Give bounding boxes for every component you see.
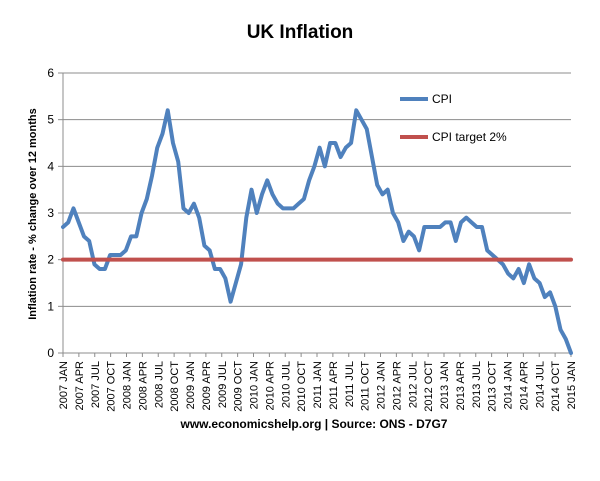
- x-tick-label: 2010 JAN: [249, 361, 261, 409]
- x-tick-label: 2015 JAN: [566, 361, 578, 409]
- y-tick-label: 1: [47, 299, 54, 313]
- x-tick-label: 2010 JUL: [280, 361, 292, 408]
- y-tick-label: 2: [47, 253, 54, 267]
- x-tick-label: 2012 APR: [391, 361, 403, 411]
- x-tick-label: 2014 OCT: [550, 361, 562, 412]
- x-tick-label: 2008 JUL: [153, 361, 165, 408]
- y-tick-label: 4: [47, 159, 54, 173]
- x-tick-label: 2009 OCT: [233, 361, 245, 412]
- x-tick-label: 2013 JUL: [471, 361, 483, 408]
- x-tick-label: 2008 APR: [137, 361, 149, 411]
- legend-target-label: CPI target 2%: [432, 130, 507, 144]
- cpi-series-line: [61, 108, 573, 355]
- x-tick-label: 2013 JAN: [439, 361, 451, 409]
- y-tick-label: 0: [47, 346, 54, 360]
- y-tick-label: 5: [47, 113, 54, 127]
- x-tick-label: 2008 JAN: [122, 361, 134, 409]
- y-tick-label: 3: [47, 206, 54, 220]
- x-tick-label: 2011 APR: [328, 361, 340, 410]
- legend: CPI CPI target 2%: [400, 92, 507, 144]
- x-tick-label: 2007 APR: [74, 361, 86, 411]
- x-tick-label: 2012 JAN: [376, 361, 388, 409]
- x-tick-label: 2012 JUL: [407, 361, 419, 408]
- x-tick-label: 2011 JUL: [344, 361, 356, 407]
- x-tick-label: 2011 JAN: [312, 361, 324, 409]
- x-tick-label: 2008 OCT: [169, 361, 181, 412]
- x-tick-label: 2014 JUL: [534, 361, 546, 408]
- x-tick-label: 2010 OCT: [296, 361, 308, 412]
- x-tick-label: 2007 JUL: [90, 361, 102, 408]
- x-tick-label: 2013 APR: [455, 361, 467, 411]
- x-tick-label: 2010 APR: [264, 361, 276, 411]
- legend-cpi-label: CPI: [432, 92, 452, 106]
- x-tick-label: 2011 OCT: [360, 361, 372, 411]
- x-tick-label: 2009 JUL: [217, 361, 229, 408]
- x-tick-label: 2007 OCT: [106, 361, 118, 412]
- y-tick-label: 6: [47, 66, 54, 80]
- chart-title: UK Inflation: [247, 22, 354, 43]
- x-tick-label: 2007 JAN: [58, 361, 70, 409]
- x-tick-label: 2009 JAN: [185, 361, 197, 409]
- x-tick-label: 2013 OCT: [487, 361, 499, 412]
- y-axis-label: Inflation rate - % change over 12 months: [27, 108, 39, 320]
- x-tick-label: 2009 APR: [201, 361, 213, 411]
- x-tick-label: 2014 JAN: [503, 361, 515, 409]
- x-tick-label: 2014 APR: [518, 361, 530, 411]
- source-note: www.economicshelp.org | Source: ONS - D7…: [180, 417, 448, 431]
- x-tick-label: 2012 OCT: [423, 361, 435, 412]
